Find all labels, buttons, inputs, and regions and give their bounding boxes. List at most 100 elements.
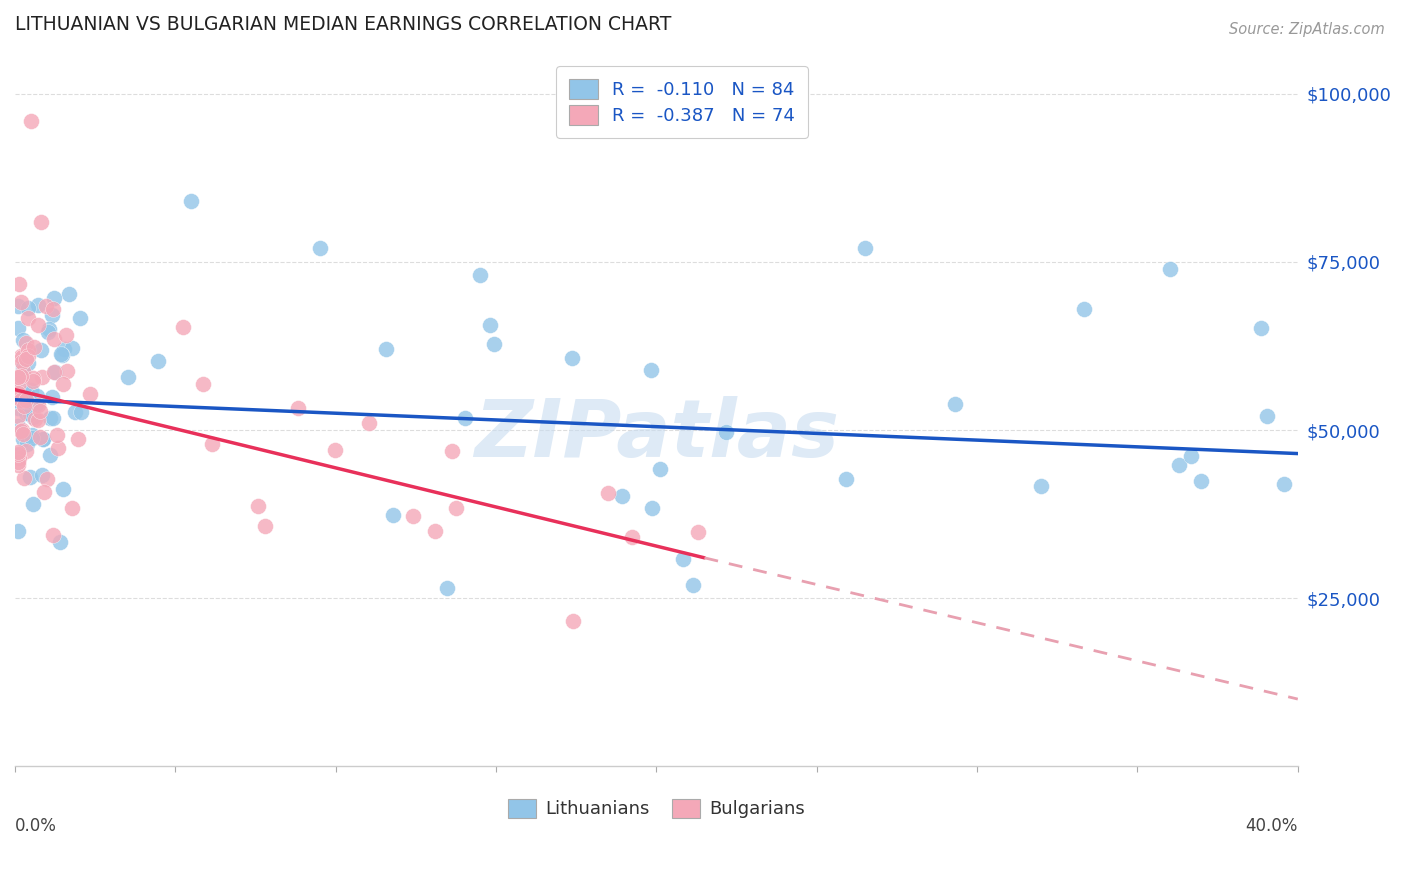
Point — [49, 535, 72, 549]
Point — [1189, 474, 1212, 488]
Point — [7, 447, 30, 461]
Point — [15, 351, 38, 366]
Point — [247, 499, 270, 513]
Point — [11, 333, 34, 347]
Point — [562, 614, 585, 628]
Point — [45, 427, 67, 442]
Point — [21, 392, 44, 406]
Point — [46, 442, 69, 456]
Text: LITHUANIAN VS BULGARIAN MEDIAN EARNINGS CORRELATION CHART: LITHUANIAN VS BULGARIAN MEDIAN EARNINGS … — [15, 15, 672, 34]
Point — [27, 298, 49, 312]
Point — [28, 404, 51, 418]
Point — [20, 431, 42, 445]
Point — [7, 386, 30, 401]
Point — [55, 328, 77, 343]
Point — [13, 471, 35, 485]
Point — [287, 401, 309, 415]
Point — [621, 530, 644, 544]
Point — [79, 386, 101, 401]
Point — [7, 370, 30, 384]
Text: 0.0%: 0.0% — [15, 817, 56, 835]
Point — [11, 355, 34, 369]
Point — [1029, 479, 1052, 493]
Point — [7, 401, 30, 415]
Point — [49, 347, 72, 361]
Point — [8, 277, 31, 291]
Point — [11, 360, 34, 375]
Point — [8, 372, 31, 386]
Point — [10, 349, 32, 363]
Point — [38, 411, 60, 425]
Point — [682, 578, 704, 592]
Point — [52, 342, 75, 356]
Point — [7, 448, 30, 462]
Point — [1180, 449, 1202, 463]
Point — [42, 527, 65, 541]
Point — [1250, 320, 1272, 334]
Point — [1159, 261, 1181, 276]
Point — [25, 397, 48, 411]
Point — [402, 508, 425, 523]
Point — [835, 472, 858, 486]
Point — [58, 287, 80, 301]
Point — [7, 455, 30, 469]
Point — [11, 432, 34, 446]
Point — [648, 462, 671, 476]
Point — [62, 341, 84, 355]
Point — [14, 406, 37, 420]
Point — [7, 445, 30, 459]
Point — [27, 389, 49, 403]
Point — [20, 383, 42, 397]
Point — [323, 442, 346, 457]
Point — [27, 318, 49, 332]
Point — [27, 413, 49, 427]
Point — [446, 500, 468, 515]
Point — [34, 299, 56, 313]
Point — [52, 376, 75, 391]
Point — [688, 524, 710, 539]
Point — [17, 343, 39, 358]
Point — [31, 343, 53, 358]
Point — [10, 392, 32, 407]
Point — [146, 354, 169, 368]
Point — [37, 325, 59, 339]
Point — [52, 482, 75, 496]
Text: ZIPatlas: ZIPatlas — [474, 396, 839, 475]
Point — [7, 321, 30, 335]
Point — [11, 423, 34, 437]
Point — [436, 582, 458, 596]
Legend: Lithuanians, Bulgarians: Lithuanians, Bulgarians — [501, 791, 813, 826]
Point — [22, 340, 45, 354]
Point — [15, 394, 38, 409]
Point — [943, 397, 966, 411]
Point — [425, 524, 447, 538]
Point — [1256, 409, 1278, 423]
Point — [34, 484, 56, 499]
Point — [30, 430, 52, 444]
Point — [42, 301, 65, 316]
Point — [454, 411, 477, 425]
Point — [41, 390, 63, 404]
Point — [14, 443, 37, 458]
Point — [69, 310, 91, 325]
Point — [13, 399, 35, 413]
Point — [21, 370, 44, 384]
Point — [117, 369, 139, 384]
Point — [10, 424, 32, 438]
Point — [308, 242, 330, 256]
Point — [21, 409, 44, 424]
Point — [17, 301, 39, 316]
Point — [15, 386, 38, 401]
Point — [42, 332, 65, 346]
Point — [44, 365, 66, 379]
Point — [24, 412, 46, 426]
Point — [7, 299, 30, 313]
Point — [60, 500, 83, 515]
Point — [15, 437, 38, 451]
Text: 40.0%: 40.0% — [1246, 817, 1298, 835]
Point — [44, 291, 66, 305]
Point — [7, 376, 30, 390]
Point — [17, 349, 39, 363]
Point — [714, 425, 737, 439]
Point — [641, 500, 664, 515]
